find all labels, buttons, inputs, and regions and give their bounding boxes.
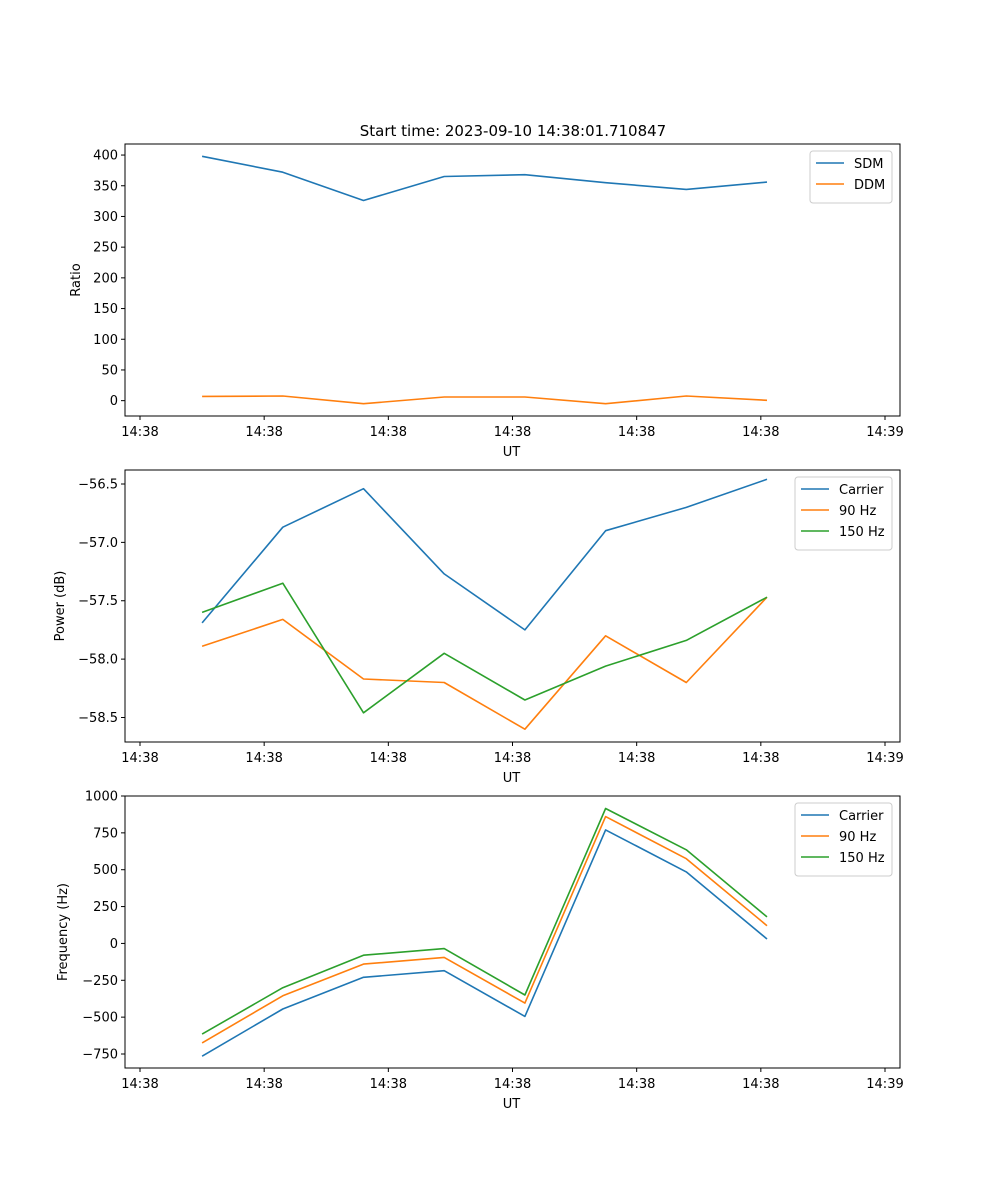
y-axis-label: Frequency (Hz)	[56, 883, 71, 981]
legend-label: 90 Hz	[839, 830, 876, 845]
legend-label: Carrier	[839, 483, 884, 498]
y-tick-label: −57.5	[78, 594, 118, 609]
x-tick-label: 14:39	[866, 425, 903, 440]
panel-2: −58.5 −58.0 −57.5 −57.0 −56.5 14:38 14:38 14:38…	[53, 469, 904, 786]
y-tick-label: 750	[93, 826, 118, 841]
series-line-ddm	[202, 395, 768, 405]
y-tick-label: 500	[93, 863, 118, 878]
x-tick-label: 14:38	[245, 751, 282, 766]
x-tick-label: 14:38	[370, 425, 407, 440]
x-tick-label: 14:38	[370, 1077, 407, 1092]
y-tick-label: 250	[93, 241, 118, 256]
axes-frame	[124, 469, 901, 743]
legend-label: 90 Hz	[839, 504, 876, 519]
y-tick-label: −57.0	[78, 536, 118, 551]
series-line-150-hz	[201, 582, 768, 714]
x-axis-label: UT	[503, 1097, 521, 1112]
x-tick-label: 14:38	[494, 1077, 531, 1092]
axes-frame	[124, 795, 901, 1069]
y-tick-label: 50	[101, 363, 118, 378]
y-axis-label: Ratio	[69, 263, 84, 296]
series-line-carrier	[201, 478, 768, 631]
x-tick-label: 14:39	[866, 1077, 903, 1092]
y-tick-label: −58.5	[78, 711, 118, 726]
y-tick-label: 350	[93, 179, 118, 194]
y-tick-label: 0	[110, 394, 118, 409]
y-tick-label: −58.0	[78, 653, 118, 668]
y-axis-label: Power (dB)	[53, 571, 68, 642]
x-tick-label: 14:38	[121, 425, 158, 440]
x-tick-label: 14:38	[121, 751, 158, 766]
y-tick-label: 150	[93, 302, 118, 317]
x-tick-label: 14:39	[866, 751, 903, 766]
series-line-90-hz	[201, 815, 768, 1044]
legend-label: DDM	[854, 178, 885, 193]
x-tick-label: 14:38	[245, 425, 282, 440]
x-axis-label: UT	[503, 445, 521, 460]
x-tick-label: 14:38	[742, 1077, 779, 1092]
legend-label: SDM	[854, 157, 883, 172]
x-tick-label: 14:38	[618, 425, 655, 440]
y-tick-label: −56.5	[78, 478, 118, 493]
x-tick-label: 14:38	[742, 751, 779, 766]
panel-1: 0 50 100 150 200 250 300 350 400 14:38 14:38 14:38 1…	[69, 143, 904, 460]
legend-label: 150 Hz	[839, 851, 885, 866]
x-tick-label: 14:38	[742, 425, 779, 440]
x-tick-label: 14:38	[370, 751, 407, 766]
series-line-sdm	[201, 155, 768, 202]
x-tick-label: 14:38	[618, 751, 655, 766]
y-tick-label: 250	[93, 900, 118, 915]
y-tick-label: −250	[82, 974, 118, 989]
x-tick-label: 14:38	[121, 1077, 158, 1092]
y-tick-label: 200	[93, 271, 118, 286]
y-tick-label: −500	[82, 1011, 118, 1026]
y-tick-label: 100	[93, 333, 118, 348]
y-tick-label: 400	[93, 149, 118, 164]
x-tick-label: 14:38	[494, 751, 531, 766]
x-axis-label: UT	[503, 771, 521, 786]
figure-title: Start time: 2023-09-10 14:38:01.710847	[360, 122, 666, 140]
legend-box	[809, 150, 893, 204]
y-tick-label: −750	[82, 1047, 118, 1062]
x-tick-label: 14:38	[494, 425, 531, 440]
panel-3: −750 −500 −250 0 250 500 750 1000 14:38 14:38 14:3…	[56, 790, 904, 1113]
series-line-carrier	[201, 829, 768, 1057]
y-tick-label: 300	[93, 210, 118, 225]
legend-label: 150 Hz	[839, 525, 885, 540]
y-tick-label: 0	[110, 937, 118, 952]
x-tick-label: 14:38	[245, 1077, 282, 1092]
legend-label: Carrier	[839, 809, 884, 824]
series-line-90-hz	[201, 596, 768, 731]
x-tick-label: 14:38	[618, 1077, 655, 1092]
series-line-150-hz	[201, 807, 768, 1035]
y-tick-label: 1000	[85, 790, 118, 805]
axes-frame	[124, 143, 901, 417]
